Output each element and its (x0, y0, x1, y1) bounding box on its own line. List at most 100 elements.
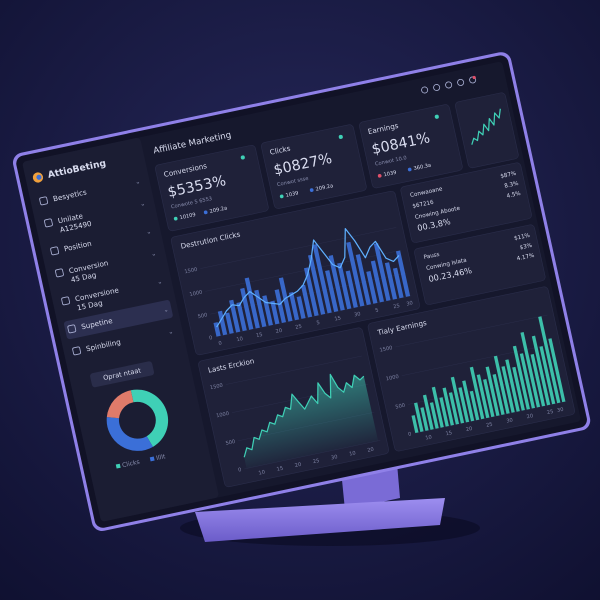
stat-right: 8.3% (504, 181, 520, 190)
bar (448, 392, 460, 425)
x-tick-label: 30 (331, 454, 339, 461)
nav-icon (61, 296, 71, 306)
nav-icon (44, 218, 53, 228)
badge (472, 75, 476, 80)
pie-slice (106, 390, 134, 419)
bar (512, 345, 530, 410)
bar (530, 353, 546, 407)
bar (439, 397, 449, 427)
card (414, 224, 546, 305)
x-tick-label: 30 (406, 300, 414, 307)
bar (469, 366, 485, 420)
grid-line (414, 401, 567, 434)
bar (328, 255, 345, 311)
chevron: ⌄ (135, 178, 142, 186)
card (400, 162, 532, 243)
x-tick-label: 25 (486, 422, 494, 429)
bar (366, 270, 378, 304)
card-dot (240, 155, 245, 160)
bar (303, 267, 319, 317)
header-icon[interactable] (445, 81, 453, 89)
grid-line (200, 227, 397, 269)
stat-right: $11% (514, 233, 532, 242)
bar (300, 284, 313, 318)
bar (384, 262, 398, 300)
chevron: ⌄ (157, 278, 164, 286)
header-icon[interactable] (457, 78, 465, 86)
bar (325, 270, 339, 312)
card (261, 124, 367, 209)
card-dot (338, 134, 343, 139)
bar (225, 312, 234, 334)
y-tick-label: 500 (197, 312, 208, 320)
bar (493, 355, 510, 414)
legend-label: Illlt (156, 453, 167, 462)
nav-icon (67, 324, 77, 334)
y-tick-label: 1000 (189, 290, 203, 299)
x-tick-label: 30 (557, 407, 565, 414)
header-icon[interactable] (433, 84, 441, 91)
bar (512, 366, 525, 411)
bar (278, 277, 293, 322)
logo-inner (36, 174, 42, 180)
y-tick-label: 0 (238, 467, 242, 474)
nav-icon (72, 346, 82, 356)
grid-line (205, 250, 402, 292)
pie-slice (106, 416, 153, 451)
card-legend: 360.3a (413, 163, 432, 173)
chevron: ⌄ (163, 306, 170, 314)
x-tick-label: 25 (312, 458, 320, 465)
x-tick-label: 30 (506, 417, 514, 424)
bar (213, 322, 221, 337)
button[interactable] (90, 361, 155, 388)
legend-dot (309, 188, 314, 192)
bar (288, 291, 300, 321)
bar (345, 270, 358, 308)
x-tick-label: 5 (375, 308, 379, 315)
y-tick-label: 1500 (379, 345, 393, 354)
bar (420, 407, 429, 431)
y-tick-label: 500 (395, 403, 406, 411)
bar (370, 260, 385, 303)
card-legend: 209.2a (209, 205, 228, 215)
bar (501, 366, 515, 413)
legend-label: Clicks (122, 459, 141, 469)
header-icon[interactable] (469, 76, 477, 84)
bar (337, 262, 352, 310)
bar (538, 316, 561, 404)
legend-dot (279, 194, 284, 199)
bar (429, 402, 439, 429)
y-tick-label: 1500 (210, 383, 224, 392)
chevron: ⌄ (146, 228, 153, 236)
bar (531, 335, 551, 406)
bar (485, 366, 500, 417)
stand-base (195, 498, 445, 542)
card-legend: 10109 (179, 212, 196, 221)
chevron: ⌄ (139, 200, 146, 208)
card-legend: 1039 (285, 190, 299, 199)
sidebar (22, 137, 219, 522)
bar (254, 289, 267, 328)
bar (519, 353, 536, 409)
x-tick-label: 10 (236, 336, 244, 343)
bar (462, 380, 475, 422)
nav-icon (55, 268, 64, 278)
pie-slice (130, 389, 169, 447)
header-icon[interactable] (421, 86, 429, 94)
x-tick-label: 30 (354, 311, 362, 318)
x-tick-label: 10 (258, 469, 266, 476)
legend-swatch (149, 456, 155, 462)
card-title: Clicks (269, 144, 292, 157)
bar (392, 267, 404, 299)
card-legend: 1039 (383, 170, 397, 179)
bar (505, 359, 520, 412)
x-tick-label: 0 (218, 340, 222, 347)
x-tick-label: 20 (367, 447, 375, 454)
bar (431, 386, 444, 428)
x-tick-label: 10 (425, 434, 433, 441)
y-tick-label: 1000 (385, 374, 399, 383)
bar (492, 374, 505, 415)
stat-right: $87% (500, 171, 518, 180)
bar (355, 254, 371, 306)
